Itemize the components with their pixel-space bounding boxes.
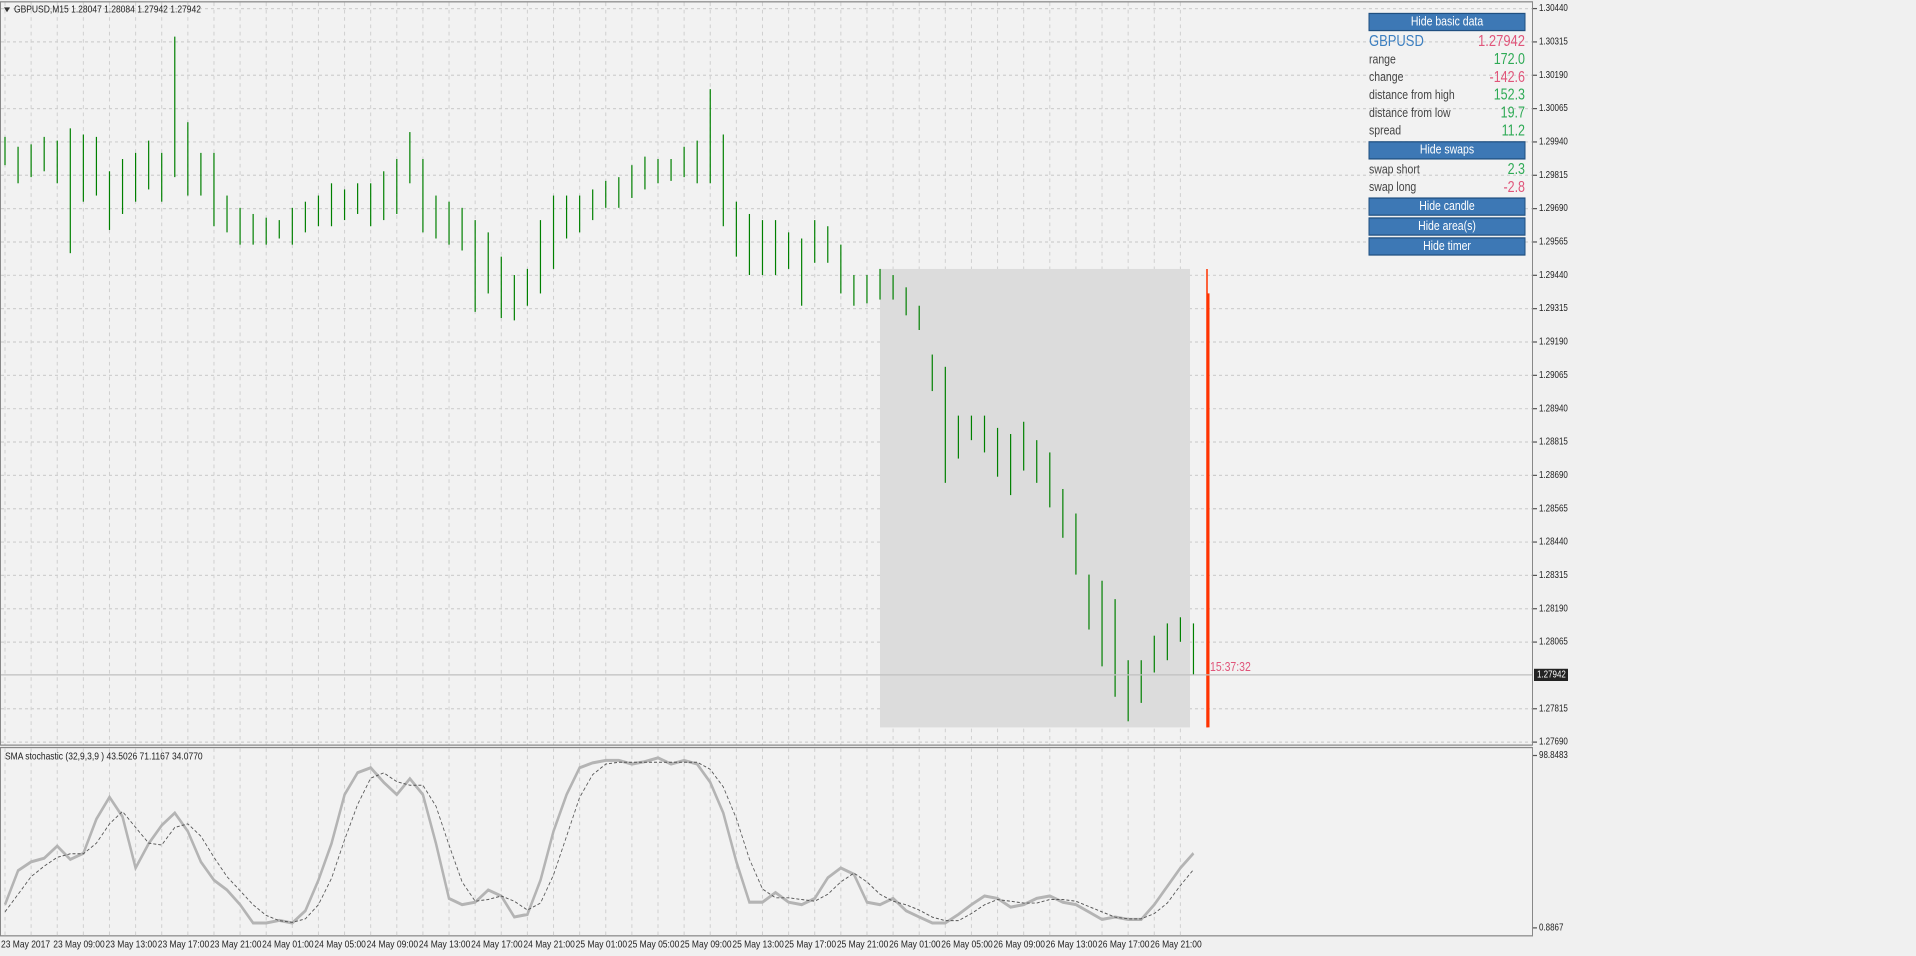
info-value: -2.8 bbox=[1503, 178, 1525, 196]
x-tick-label: 25 May 21:00 bbox=[837, 939, 888, 951]
button-face[interactable] bbox=[1368, 237, 1526, 256]
y-tick-label: 1.28315 bbox=[1539, 569, 1568, 580]
button[interactable]: Hide candle bbox=[1368, 197, 1526, 216]
main-line bbox=[3, 756, 1195, 925]
y-tick-label: 1.28440 bbox=[1539, 536, 1568, 547]
x-tick-label: 23 May 13:00 bbox=[105, 939, 156, 951]
chart-title: GBPUSD,M15 1.28047 1.28084 1.27942 1.279… bbox=[14, 4, 201, 16]
y-tick-label: 1.29440 bbox=[1539, 269, 1568, 280]
y-tick-label: 1.28565 bbox=[1539, 503, 1568, 514]
x-tick-label: 23 May 09:00 bbox=[53, 939, 104, 951]
y-tick-label: 1.28190 bbox=[1539, 603, 1568, 614]
info-label: spread bbox=[1369, 124, 1401, 138]
x-tick-label: 25 May 01:00 bbox=[576, 939, 627, 951]
button-face[interactable] bbox=[1368, 217, 1526, 236]
y-tick-label: 1.28065 bbox=[1539, 636, 1568, 647]
x-tick-label: 26 May 09:00 bbox=[994, 939, 1045, 951]
x-tick-label: 26 May 01:00 bbox=[889, 939, 940, 951]
info-value: -142.6 bbox=[1490, 68, 1526, 86]
x-tick-label: 25 May 05:00 bbox=[628, 939, 679, 951]
y-tick-label: 1.27690 bbox=[1539, 736, 1568, 747]
button[interactable]: Hide swaps bbox=[1368, 141, 1526, 160]
price-area bbox=[880, 268, 1190, 728]
x-tick-label: 25 May 13:00 bbox=[732, 939, 783, 951]
button-label[interactable]: Hide timer bbox=[1423, 239, 1471, 253]
y-tick-label: 1.29565 bbox=[1539, 236, 1568, 247]
x-tick-label: 23 May 17:00 bbox=[158, 939, 209, 951]
info-label: swap long bbox=[1369, 180, 1416, 194]
info-value: 172.0 bbox=[1494, 50, 1525, 68]
y-tick-label: 1.29940 bbox=[1539, 136, 1568, 147]
last-price-label: 1.27942 bbox=[1537, 669, 1566, 680]
y-tick-label: 1.29190 bbox=[1539, 336, 1568, 347]
x-tick-label: 24 May 13:00 bbox=[419, 939, 470, 951]
price-pane bbox=[0, 1, 1533, 746]
info-label: swap short bbox=[1369, 162, 1420, 176]
symbol-name: GBPUSD bbox=[1369, 33, 1424, 51]
y-tick-label: 1.30190 bbox=[1539, 69, 1568, 80]
y-tick-label: 1.28940 bbox=[1539, 403, 1568, 414]
x-tick-label: 26 May 13:00 bbox=[1046, 939, 1097, 951]
signal-line bbox=[4, 761, 1194, 923]
button[interactable]: Hide area(s) bbox=[1368, 217, 1526, 236]
x-tick-label: 26 May 21:00 bbox=[1150, 939, 1201, 951]
button-face[interactable] bbox=[1368, 12, 1526, 32]
x-tick-label: 24 May 17:00 bbox=[471, 939, 522, 951]
x-tick-label: 26 May 05:00 bbox=[941, 939, 992, 951]
y-tick-label: 1.28690 bbox=[1539, 469, 1568, 480]
candle-timer: 15:37:32 bbox=[1210, 660, 1251, 674]
indicator-title: SMA stochastic (32,9,3,9 ) 43.5026 71.11… bbox=[5, 751, 203, 763]
x-tick-label: 25 May 17:00 bbox=[785, 939, 836, 951]
info-label: distance from high bbox=[1369, 88, 1455, 102]
info-value: 152.3 bbox=[1494, 85, 1525, 103]
button-label[interactable]: Hide basic data bbox=[1411, 14, 1484, 28]
y-tick-label: 1.28815 bbox=[1539, 436, 1568, 447]
x-tick-label: 24 May 09:00 bbox=[367, 939, 418, 951]
menu-arrow bbox=[4, 7, 10, 13]
y-tick-label: 1.30440 bbox=[1539, 2, 1568, 13]
button[interactable]: Hide basic data bbox=[1368, 12, 1526, 32]
x-tick-label: 23 May 21:00 bbox=[210, 939, 261, 951]
info-label: distance from low bbox=[1369, 106, 1451, 120]
button-face[interactable] bbox=[1368, 141, 1526, 160]
y-tick-label: 0.8867 bbox=[1539, 922, 1563, 933]
y-tick-label: 1.29065 bbox=[1539, 369, 1568, 380]
grid bbox=[1, 2, 1532, 936]
x-tick-label: 24 May 21:00 bbox=[523, 939, 574, 951]
y-tick-label: 1.30065 bbox=[1539, 102, 1568, 113]
last-price-box bbox=[1534, 668, 1568, 682]
stochastic-pane bbox=[0, 746, 1533, 937]
y-tick-label: 1.30315 bbox=[1539, 36, 1568, 47]
info-value: 2.3 bbox=[1508, 160, 1526, 178]
y-tick-label: 1.27815 bbox=[1539, 703, 1568, 714]
y-tick-label: 98.8483 bbox=[1539, 749, 1568, 760]
y-tick-label: 1.29315 bbox=[1539, 302, 1568, 313]
x-tick-label: 25 May 09:00 bbox=[680, 939, 731, 951]
y-tick-label: 1.29690 bbox=[1539, 202, 1568, 213]
info-value: 11.2 bbox=[1502, 121, 1526, 139]
x-tick-label: 23 May 2017 bbox=[1, 939, 50, 951]
info-label: range bbox=[1369, 52, 1396, 66]
x-tick-label: 24 May 05:00 bbox=[314, 939, 365, 951]
button[interactable]: Hide timer bbox=[1368, 237, 1526, 256]
button-face[interactable] bbox=[1368, 197, 1526, 216]
x-tick-label: 26 May 17:00 bbox=[1098, 939, 1149, 951]
button-label[interactable]: Hide swaps bbox=[1420, 143, 1474, 157]
y-tick-label: 1.29815 bbox=[1539, 169, 1568, 180]
info-label: change bbox=[1369, 70, 1403, 84]
button-label[interactable]: Hide candle bbox=[1419, 199, 1474, 213]
button-label[interactable]: Hide area(s) bbox=[1418, 219, 1476, 233]
x-tick-label: 24 May 01:00 bbox=[262, 939, 313, 951]
symbol-price: 1.27942 bbox=[1478, 33, 1525, 51]
info-value: 19.7 bbox=[1501, 103, 1526, 121]
